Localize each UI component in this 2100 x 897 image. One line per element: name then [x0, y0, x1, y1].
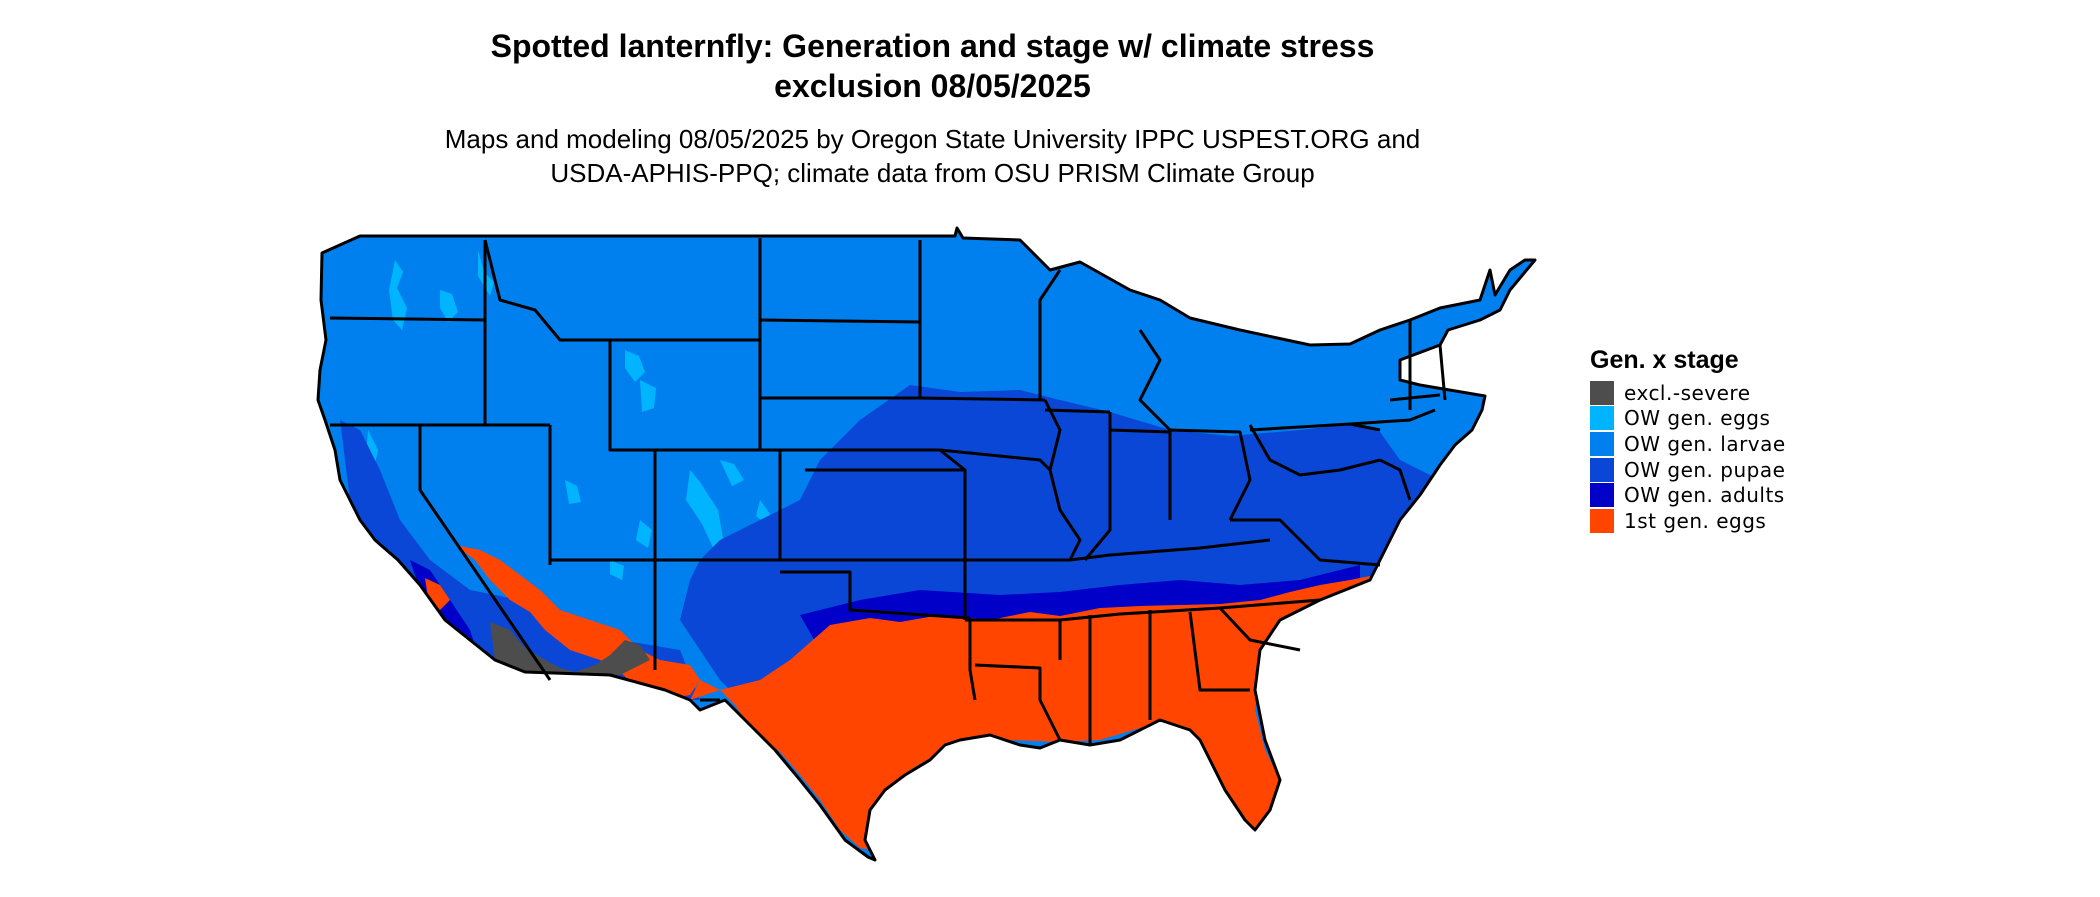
legend-item-ow-larvae: OW gen. larvae — [1590, 431, 1786, 457]
state-borders — [316, 226, 1537, 862]
legend-swatch — [1590, 406, 1614, 431]
eggs-regions — [366, 250, 770, 580]
legend-swatch — [1590, 431, 1614, 456]
legend-label: OW gen. larvae — [1624, 431, 1786, 456]
map-title-line-2: exclusion 08/05/2025 — [774, 68, 1091, 104]
map-subtitle-line-2: USDA-APHIS-PPQ; climate data from OSU PR… — [550, 158, 1315, 188]
legend-label: 1st gen. eggs — [1624, 508, 1767, 533]
map-title-line-1: Spotted lanternfly: Generation and stage… — [490, 28, 1375, 64]
map-legend: Gen. x stage excl.-severe OW gen. eggs O… — [1590, 343, 1786, 534]
legend-swatch — [1590, 457, 1614, 482]
first-gen-eggs-ca-desert — [425, 578, 450, 610]
legend-label: excl.-severe — [1624, 380, 1751, 405]
legend-item-ow-pupae: OW gen. pupae — [1590, 457, 1786, 483]
legend-item-ow-adults: OW gen. adults — [1590, 482, 1786, 508]
legend-label: OW gen. eggs — [1624, 406, 1771, 431]
legend-label: OW gen. pupae — [1624, 457, 1786, 482]
legend-swatch — [1590, 483, 1614, 508]
map-subtitle-line-1: Maps and modeling 08/05/2025 by Oregon S… — [444, 124, 1421, 154]
legend-swatch — [1590, 508, 1614, 533]
legend-item-1st-gen-eggs: 1st gen. eggs — [1590, 508, 1786, 534]
legend-item-ow-eggs: OW gen. eggs — [1590, 406, 1786, 432]
first-gen-eggs-southeast — [690, 576, 1380, 850]
map-fill-layers — [318, 228, 1535, 860]
legend-item-excl-severe: excl.-severe — [1590, 380, 1786, 406]
legend-label: OW gen. adults — [1624, 483, 1785, 508]
legend-title: Gen. x stage — [1590, 346, 1739, 374]
legend-swatch — [1590, 380, 1614, 405]
